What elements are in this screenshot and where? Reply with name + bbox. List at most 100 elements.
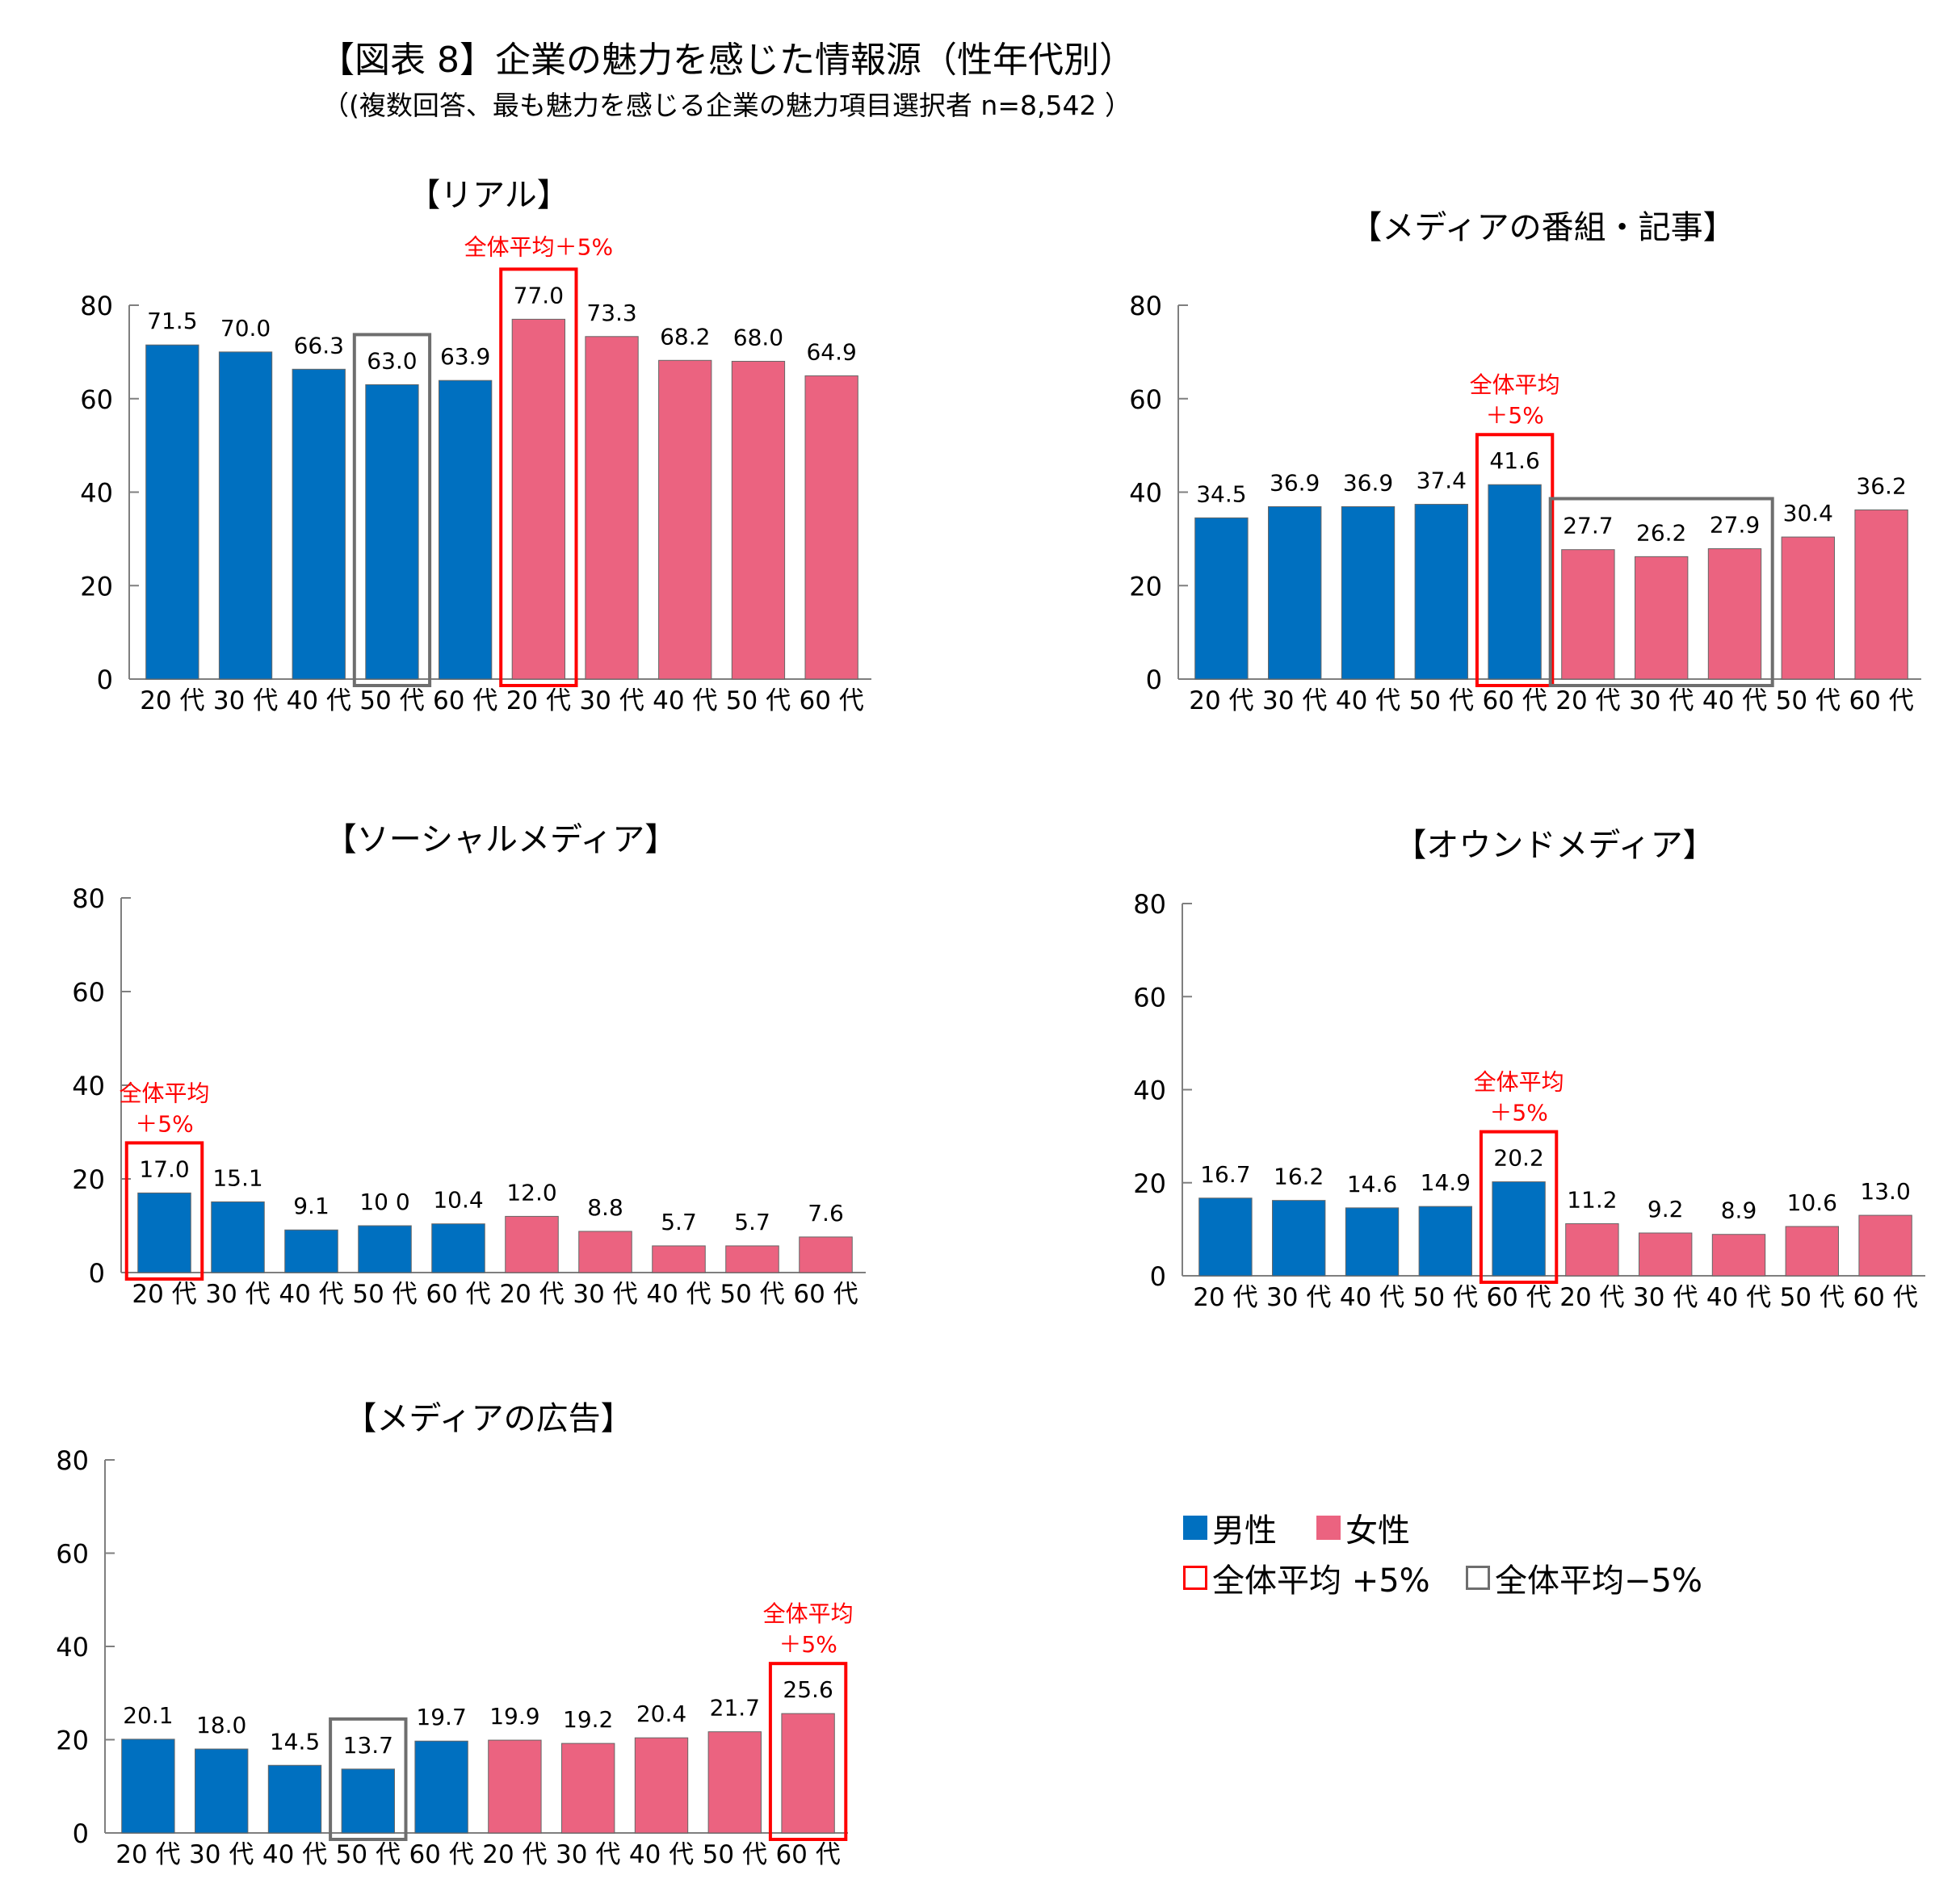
data-label: 11.2	[1567, 1186, 1617, 1213]
data-label: 13.7	[343, 1732, 393, 1759]
y-tick-label: 40	[72, 1071, 105, 1101]
y-tick-label: 60	[72, 977, 105, 1008]
y-tick-label: 80	[56, 1445, 89, 1476]
bar	[211, 1201, 265, 1273]
y-tick-label: 80	[1133, 889, 1166, 920]
bar	[1707, 548, 1762, 680]
highlight-label: 全体平均＋5%	[464, 233, 613, 260]
highlight-plus-box	[1479, 1130, 1559, 1285]
y-tick-label: 40	[80, 478, 113, 509]
x-tick-label: 40 代	[629, 1840, 694, 1869]
bar	[1561, 549, 1615, 680]
x-tick-label: 60 代	[433, 686, 497, 715]
y-tick-label: 0	[1146, 665, 1162, 695]
x-tick-label: 40 代	[1706, 1283, 1771, 1312]
x-tick-label: 30 代	[213, 686, 278, 715]
bar	[1565, 1223, 1619, 1277]
x-tick-label: 20 代	[115, 1840, 180, 1869]
data-label: 5.7	[734, 1209, 770, 1235]
chart-panel-3: 【ソーシャルメディア】 0 20 40 60 80 17.0 20 代 15.1 30 代 9.1 4…	[72, 821, 866, 1309]
chart-panel-4: 【オウンドメディア】 0 20 40 60 80 16.7 20 代 16.2 30 代 14.6 4…	[1133, 827, 1925, 1312]
highlight-plus-box	[124, 1141, 204, 1281]
x-tick-label: 20 代	[1193, 1283, 1257, 1312]
highlight-label-2: ＋5%	[779, 1631, 837, 1658]
x-tick-label: 50 代	[359, 686, 424, 715]
data-label: 19.9	[489, 1703, 539, 1730]
x-tick-label: 50 代	[703, 1840, 767, 1869]
data-label: 8.9	[1721, 1197, 1757, 1224]
bar	[505, 1215, 559, 1273]
chart-title: 【ソーシャルメディア】	[325, 821, 677, 858]
data-label: 41.6	[1489, 447, 1539, 474]
legend-plus5: 全体平均 +5%	[1183, 1554, 1430, 1601]
bar	[1781, 536, 1835, 680]
bar	[1488, 484, 1542, 680]
data-label: 10.6	[1787, 1189, 1837, 1216]
bar	[561, 1743, 615, 1834]
bar	[1635, 556, 1689, 680]
bar	[1639, 1232, 1693, 1277]
chart-title: 【メディアの広告】	[344, 1400, 632, 1437]
legend-minus5: 全体平均−5%	[1466, 1554, 1702, 1601]
legend-plus5-swatch	[1183, 1566, 1207, 1590]
data-label: 16.2	[1274, 1164, 1324, 1190]
x-tick-label: 20 代	[140, 686, 204, 715]
y-tick-label: 40	[56, 1632, 89, 1663]
legend-female-swatch	[1316, 1516, 1341, 1540]
data-label: 21.7	[710, 1695, 760, 1722]
y-tick-label: 60	[56, 1539, 89, 1570]
x-tick-label: 40 代	[653, 686, 717, 715]
bar	[585, 336, 639, 680]
data-label: 27.7	[1563, 513, 1613, 539]
data-label: 36.2	[1856, 472, 1906, 499]
y-tick-label: 20	[1129, 571, 1162, 602]
y-tick-label: 40	[1129, 478, 1162, 509]
x-tick-label: 20 代	[132, 1280, 196, 1309]
y-tick-label: 60	[1129, 384, 1162, 415]
highlight-label: 全体平均	[1470, 371, 1560, 398]
y-tick-label: 80	[1129, 291, 1162, 321]
y-tick-label: 60	[80, 384, 113, 415]
bar	[658, 359, 712, 680]
bar	[137, 1192, 191, 1273]
y-tick-label: 80	[72, 883, 105, 914]
bar	[1492, 1181, 1546, 1277]
data-label: 63.9	[440, 343, 490, 370]
x-tick-label: 20 代	[499, 1280, 564, 1309]
bar	[781, 1713, 835, 1834]
highlight-plus-box	[1475, 433, 1555, 687]
bar	[1711, 1234, 1766, 1277]
bar	[1418, 1206, 1472, 1277]
bar	[1198, 1197, 1253, 1277]
data-label: 18.0	[196, 1712, 246, 1738]
legend-female-label: 女性	[1345, 1512, 1410, 1550]
bar	[365, 384, 419, 680]
bar	[707, 1731, 762, 1834]
bar	[267, 1764, 322, 1834]
x-tick-label: 20 代	[1555, 686, 1620, 715]
highlight-minus-box	[352, 333, 432, 687]
x-tick-label: 30 代	[1633, 1283, 1698, 1312]
chart-title: 【オウンドメディア】	[1394, 827, 1715, 864]
data-label: 63.0	[367, 347, 417, 374]
y-tick-label: 0	[89, 1258, 105, 1289]
x-tick-label: 30 代	[189, 1840, 254, 1869]
legend-female: 女性	[1316, 1504, 1410, 1551]
y-tick-label: 80	[80, 291, 113, 321]
x-tick-label: 60 代	[1482, 686, 1547, 715]
bar	[1272, 1200, 1326, 1277]
x-tick-label: 30 代	[1629, 686, 1694, 715]
bar	[488, 1739, 542, 1834]
y-tick-label: 0	[73, 1818, 89, 1849]
x-tick-label: 60 代	[1853, 1283, 1917, 1312]
x-tick-label: 60 代	[1486, 1283, 1551, 1312]
x-tick-label: 50 代	[726, 686, 791, 715]
chart-panel-1: 【リアル】 0 20 40 60 80 71.5 20 代 70.0 30 代 66.3 40 代 63…	[80, 177, 871, 715]
data-label: 73.3	[586, 300, 636, 326]
y-tick-label: 0	[1150, 1261, 1166, 1292]
chart-panel-2: 【メディアの番組・記事】 0 20 40 60 80 34.5 20 代 36.9 30 代 36.…	[1129, 209, 1921, 715]
data-label: 16.7	[1200, 1161, 1250, 1188]
x-tick-label: 30 代	[579, 686, 644, 715]
bar	[511, 318, 566, 680]
